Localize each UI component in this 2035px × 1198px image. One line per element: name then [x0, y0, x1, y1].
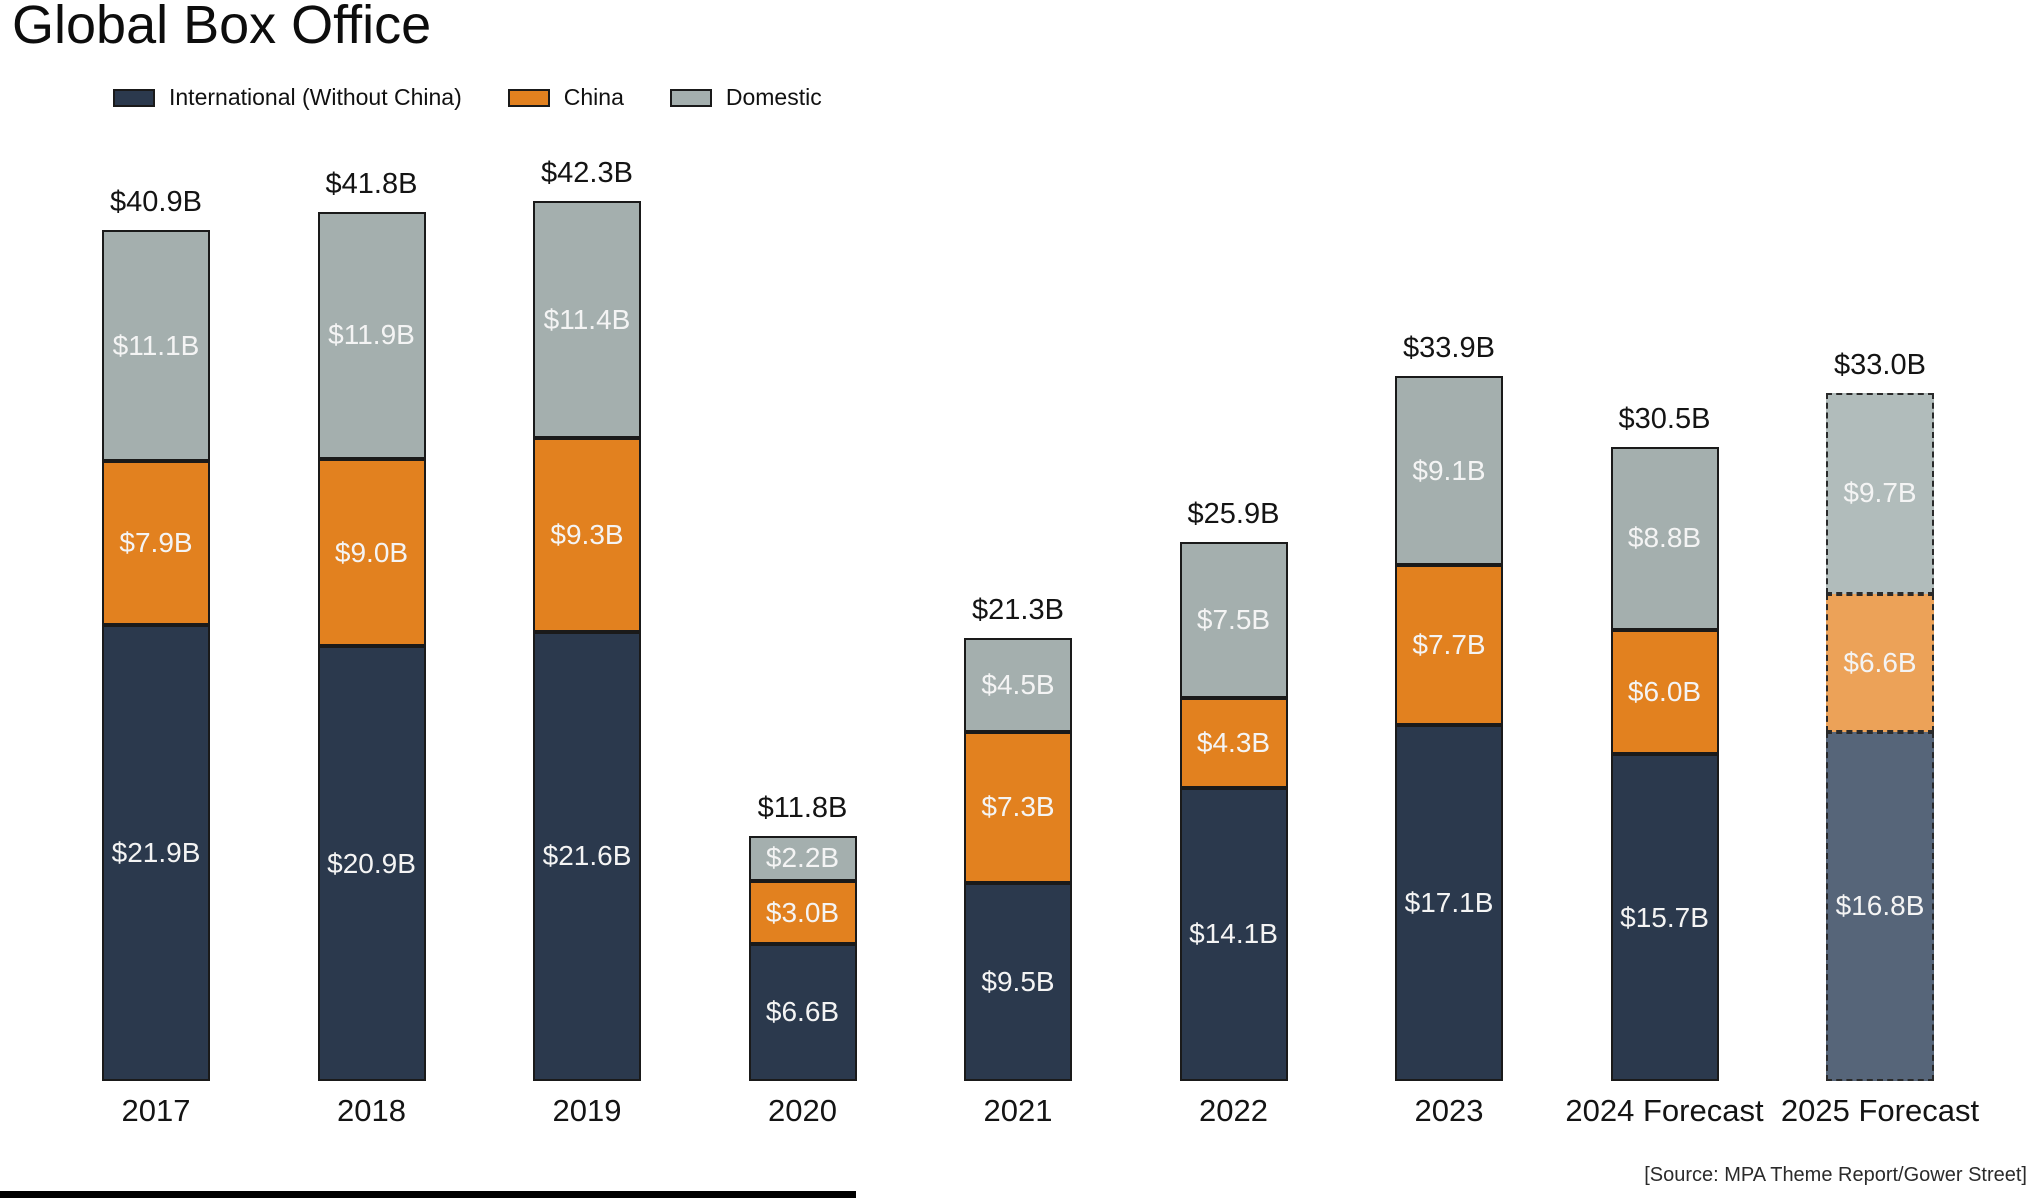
segment-value-label: $9.5B: [981, 966, 1055, 998]
x-axis-label: 2020: [768, 1093, 837, 1128]
bar-segment: $7.5B: [1179, 542, 1288, 699]
bar-segment: $4.3B: [1179, 698, 1288, 788]
bar-segment: $7.7B: [1395, 565, 1503, 726]
bar-total-label: $42.3B: [541, 157, 633, 190]
bar-segment: $7.3B: [964, 731, 1072, 884]
segment-value-label: $6.0B: [1627, 676, 1702, 708]
segment-value-label: $15.7B: [1620, 901, 1709, 933]
segment-value-label: $20.9B: [327, 847, 416, 879]
bar-segment: $7.9B: [102, 461, 210, 626]
segment-value-label: $6.6B: [765, 996, 840, 1028]
bar-total-label: $11.8B: [757, 791, 848, 824]
bar-segment: $11.1B: [102, 230, 210, 462]
segment-value-label: $8.8B: [1627, 522, 1702, 554]
segment-value-label: $11.4B: [543, 303, 631, 335]
legend-item-label: China: [563, 84, 624, 110]
x-axis-label: 2017: [121, 1093, 191, 1128]
segment-value-label: $7.9B: [119, 527, 193, 559]
bar-segment: $14.1B: [1179, 787, 1288, 1081]
legend-item: International (Without China): [113, 84, 462, 111]
bar-segment: $17.1B: [1395, 725, 1503, 1081]
source-note: [Source: MPA Theme Report/Gower Street]: [1644, 1164, 2027, 1186]
bar-segment: $9.5B: [964, 883, 1072, 1081]
segment-value-label: $7.3B: [981, 791, 1055, 823]
bar-total-label: $33.9B: [1403, 331, 1495, 364]
segment-value-label: $6.6B: [1843, 646, 1917, 678]
bar-segment: $2.2B: [748, 835, 857, 882]
bar-segment: $9.7B: [1826, 392, 1934, 595]
x-axis-label: 2025 Forecast: [1780, 1093, 1980, 1128]
bar-segment: $6.6B: [748, 943, 857, 1081]
bar-segment: $6.6B: [1826, 594, 1934, 732]
bar-segment: $21.6B: [533, 631, 641, 1081]
x-axis-label: 2019: [552, 1093, 622, 1128]
x-axis-label: 2018: [337, 1093, 406, 1128]
segment-value-label: $9.0B: [334, 536, 409, 568]
bar-segment: $9.1B: [1395, 375, 1503, 566]
x-axis-label: 2022: [1199, 1093, 1268, 1128]
segment-value-label: $9.1B: [1412, 454, 1486, 486]
segment-value-label: $7.5B: [1196, 604, 1271, 636]
segment-value-label: $11.9B: [328, 319, 415, 351]
segment-value-label: $7.7B: [1412, 629, 1486, 661]
bar-segment: $16.8B: [1826, 731, 1934, 1081]
segment-value-label: $4.3B: [1196, 726, 1271, 758]
x-axis-label: 2021: [983, 1093, 1053, 1128]
legend-swatch: [669, 88, 712, 107]
bar-segment: $8.8B: [1610, 446, 1719, 630]
bar-total-label: $41.8B: [325, 167, 418, 200]
bar-total-label: $40.9B: [110, 186, 202, 219]
segment-value-label: $21.6B: [542, 840, 632, 872]
bar-segment: $3.0B: [748, 881, 857, 944]
bar-segment: $11.4B: [533, 201, 641, 439]
bar-segment: $9.3B: [533, 438, 641, 632]
bar-total-label: $33.0B: [1834, 348, 1926, 381]
segment-value-label: $4.5B: [981, 668, 1055, 700]
bar-segment: $15.7B: [1610, 754, 1719, 1081]
bar-total-label: $30.5B: [1618, 402, 1711, 435]
segment-value-label: $16.8B: [1835, 890, 1925, 922]
segment-value-label: $17.1B: [1404, 887, 1494, 919]
x-axis-label: 2024 Forecast: [1565, 1093, 1764, 1128]
x-axis-label: 2023: [1414, 1093, 1484, 1128]
legend-item: China: [507, 84, 624, 111]
legend: International (Without China) China Domest…: [113, 84, 822, 111]
bar-segment: $9.0B: [317, 459, 426, 647]
legend-item: Domestic: [669, 84, 822, 111]
bar-segment: $11.9B: [317, 211, 426, 460]
legend-swatch: [507, 88, 550, 107]
bar-segment: $21.9B: [102, 625, 210, 1081]
segment-value-label: $11.1B: [112, 329, 200, 361]
bar-total-label: $25.9B: [1187, 498, 1280, 531]
segment-value-label: $3.0B: [765, 896, 840, 928]
segment-value-label: $9.7B: [1843, 477, 1917, 509]
bar-segment: $20.9B: [317, 646, 426, 1081]
legend-swatch: [113, 88, 155, 107]
segment-value-label: $14.1B: [1189, 918, 1278, 950]
legend-item-label: Domestic: [725, 84, 822, 110]
bar-segment: $4.5B: [964, 637, 1072, 732]
bar-total-label: $21.3B: [972, 593, 1064, 626]
bottom-bar: [0, 1191, 856, 1198]
segment-value-label: $2.2B: [765, 842, 840, 874]
bar-segment: $6.0B: [1610, 629, 1719, 755]
segment-value-label: $21.9B: [111, 837, 201, 869]
segment-value-label: $9.3B: [550, 518, 624, 550]
legend-item-label: International (Without China): [169, 84, 462, 110]
chart-title: Global Box Office: [12, 0, 432, 55]
